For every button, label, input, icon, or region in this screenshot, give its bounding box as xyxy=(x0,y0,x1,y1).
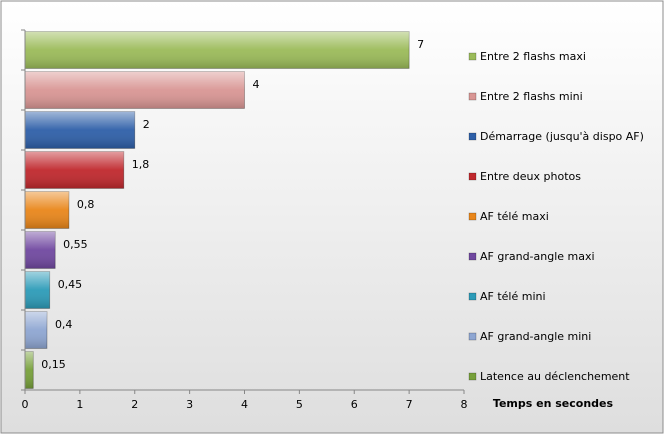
legend-label-4: Entre deux photos xyxy=(480,170,581,183)
legend-label-8: AF grand-angle mini xyxy=(480,330,591,343)
legend-swatch-8 xyxy=(468,332,477,341)
x-tick-label-3: 3 xyxy=(186,398,193,411)
value-labels-group: 7 4 2 1,8 0,8 0,55 0,45 0,4 0,15 xyxy=(41,38,424,371)
bar-shine-4 xyxy=(25,151,124,189)
bars-group xyxy=(24,31,410,389)
bar-shine-5 xyxy=(25,191,69,229)
bar-shine-7 xyxy=(25,271,50,309)
value-label-3: 2 xyxy=(143,118,150,131)
legend-label-7: AF télé mini xyxy=(480,290,546,303)
bar-shine-1 xyxy=(25,31,410,69)
x-tick-label-1: 1 xyxy=(76,398,83,411)
legend-swatch-4 xyxy=(468,172,477,181)
bar-shine-9 xyxy=(25,351,34,389)
legend-swatch-1 xyxy=(468,52,477,61)
bar-shine-8 xyxy=(25,311,47,349)
x-tick-label-6: 6 xyxy=(351,398,358,411)
legend-label-5: AF télé maxi xyxy=(480,210,549,223)
value-label-9: 0,15 xyxy=(41,358,65,371)
legend-swatch-9 xyxy=(468,372,477,381)
legend-label-6: AF grand-angle maxi xyxy=(480,250,595,263)
value-label-4: 1,8 xyxy=(132,158,150,171)
x-axis-title: Temps en secondes xyxy=(493,397,614,410)
legend-swatch-3 xyxy=(468,132,477,141)
bar-shine-6 xyxy=(25,231,56,269)
legend-label-2: Entre 2 flashs mini xyxy=(480,90,583,103)
bar-shine-2 xyxy=(25,71,245,109)
legend-swatch-6 xyxy=(468,252,477,261)
x-tick-label-0: 0 xyxy=(22,398,29,411)
x-tick-label-2: 2 xyxy=(131,398,138,411)
legend-label-1: Entre 2 flashs maxi xyxy=(480,50,586,63)
x-axis: 0 1 2 3 4 5 6 7 8 xyxy=(21,29,468,411)
legend-label-9: Latence au déclenchement xyxy=(480,370,630,383)
value-label-5: 0,8 xyxy=(77,198,95,211)
x-tick-label-5: 5 xyxy=(296,398,303,411)
x-tick-label-8: 8 xyxy=(461,398,468,411)
value-label-8: 0,4 xyxy=(55,318,72,331)
bar-shine-3 xyxy=(25,111,135,149)
legend: Entre 2 flashs maxi Entre 2 flashs mini Dé… xyxy=(468,50,644,383)
legend-swatch-2 xyxy=(468,92,477,101)
value-label-6: 0,55 xyxy=(63,238,88,251)
x-tick-label-7: 7 xyxy=(406,398,413,411)
value-label-7: 0,45 xyxy=(58,278,83,291)
legend-swatch-5 xyxy=(468,212,477,221)
value-label-1: 7 xyxy=(417,38,424,51)
x-tick-label-4: 4 xyxy=(241,398,248,411)
value-label-2: 4 xyxy=(253,78,260,91)
legend-label-3: Démarrage (jusqu'à dispo AF) xyxy=(480,130,644,143)
legend-swatch-7 xyxy=(468,292,477,301)
